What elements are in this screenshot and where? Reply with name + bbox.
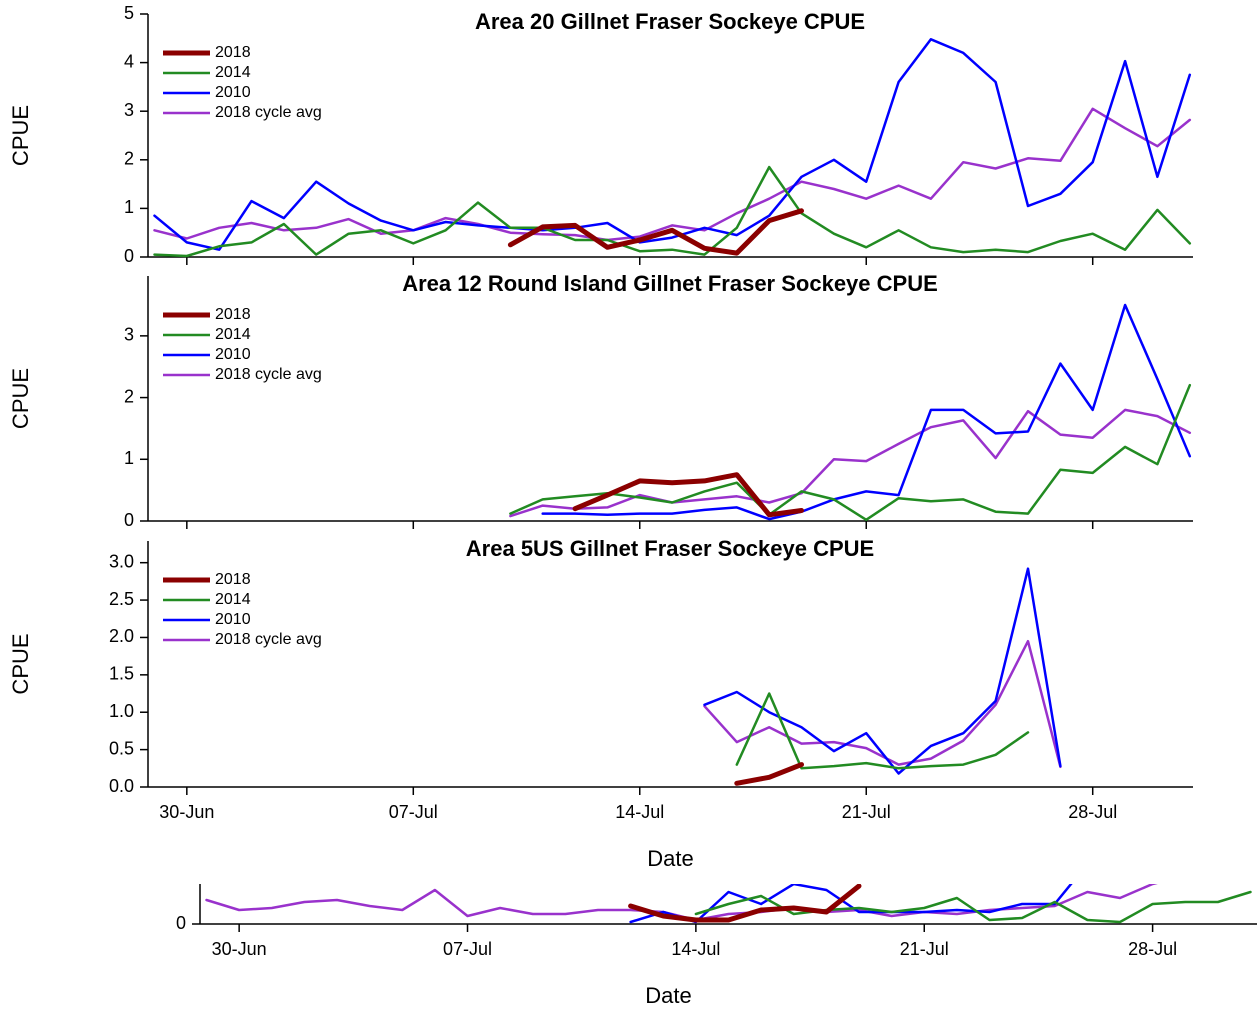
- y-tick-label: 2: [124, 386, 134, 406]
- y-tick-label: 1.5: [109, 664, 134, 684]
- series-line: [629, 884, 1073, 924]
- series-line: [694, 890, 1252, 924]
- series-line: [703, 639, 1062, 769]
- series-line: [628, 884, 862, 923]
- series-line: [509, 408, 1192, 518]
- series-line: [703, 567, 1062, 775]
- legend-label: 2014: [215, 64, 251, 81]
- y-tick-label: 1.0: [109, 701, 134, 721]
- legend-label: 2018: [215, 306, 251, 323]
- y-tick-label: 3: [124, 100, 134, 120]
- legend-label: 2010: [215, 346, 251, 363]
- plot-area: [509, 303, 1192, 522]
- y-tick-label: 5: [124, 3, 134, 23]
- legend-label: 2010: [215, 84, 251, 101]
- x-tick-label: 21-Jul: [900, 939, 949, 959]
- legend-label: 2010: [215, 611, 251, 628]
- series-line: [734, 762, 804, 786]
- series-line: [572, 472, 804, 518]
- plot-area: [153, 38, 1192, 258]
- legend-label: 2014: [215, 591, 251, 608]
- panel: 0 30-Jun 07-Jul 14-Jul 21-Jul 28-Jul Date: [176, 884, 1257, 1008]
- x-tick-label: 14-Jul: [615, 802, 664, 822]
- series-line: [509, 383, 1192, 522]
- chart-title: Area 5US Gillnet Fraser Sockeye CPUE: [466, 536, 874, 561]
- legend-label: 2018 cycle avg: [215, 104, 322, 121]
- y-tick-label: 3: [124, 325, 134, 345]
- plot-area: [703, 567, 1062, 786]
- plot-area: [205, 884, 1252, 924]
- y-axis-label: CPUE: [8, 105, 33, 166]
- legend-label: 2018: [215, 571, 251, 588]
- y-tick-label: 1: [124, 197, 134, 217]
- y-tick-label: 3.0: [109, 551, 134, 571]
- x-axis-label: Date: [647, 846, 693, 871]
- panel: 0.0 0.5 1.0 1.5 2.0 2.5 3.0 30-Jun 07-Jul 14-Jul 2…: [8, 536, 1193, 871]
- legend-label: 2018: [215, 44, 251, 61]
- x-tick-label: 28-Jul: [1068, 802, 1117, 822]
- y-tick-label: 2: [124, 149, 134, 169]
- x-tick-label: 28-Jul: [1128, 939, 1177, 959]
- y-tick-label: 4: [124, 51, 134, 71]
- series-line: [735, 692, 1030, 770]
- y-tick-label: 0: [124, 510, 134, 530]
- y-tick-label: 0.0: [109, 776, 134, 796]
- chart-title: Area 20 Gillnet Fraser Sockeye CPUE: [475, 9, 865, 34]
- x-tick-label: 21-Jul: [842, 802, 891, 822]
- y-tick-label: 2.0: [109, 626, 134, 646]
- legend-label: 2018 cycle avg: [215, 631, 322, 648]
- series-line: [153, 165, 1192, 258]
- series-line: [153, 38, 1192, 251]
- y-tick-label: 1: [124, 448, 134, 468]
- x-tick-label: 14-Jul: [671, 939, 720, 959]
- x-tick-label: 07-Jul: [443, 939, 492, 959]
- panel: 0 1 2 3 Area 12 Round Island Gillnet Fraser …: [8, 271, 1193, 530]
- y-tick-label: 0: [176, 913, 186, 933]
- y-tick-label: 0.5: [109, 738, 134, 758]
- x-tick-label: 30-Jun: [212, 939, 267, 959]
- y-axis-label: CPUE: [8, 368, 33, 429]
- x-tick-label: 07-Jul: [389, 802, 438, 822]
- y-tick-label: 0: [124, 246, 134, 266]
- series-line: [507, 208, 804, 256]
- y-tick-label: 2.5: [109, 589, 134, 609]
- panel: 0 1 2 3 4 5 Area 20 Gillnet Fraser Sockeye CPU…: [8, 3, 1193, 266]
- chart-title: Area 12 Round Island Gillnet Fraser Sock…: [402, 271, 938, 296]
- series-line: [153, 107, 1192, 242]
- y-axis-label: CPUE: [8, 633, 33, 694]
- series-line: [541, 303, 1192, 521]
- x-tick-label: 30-Jun: [159, 802, 214, 822]
- legend-label: 2014: [215, 326, 251, 343]
- legend-label: 2018 cycle avg: [215, 366, 322, 383]
- x-axis-label: Date: [645, 983, 691, 1008]
